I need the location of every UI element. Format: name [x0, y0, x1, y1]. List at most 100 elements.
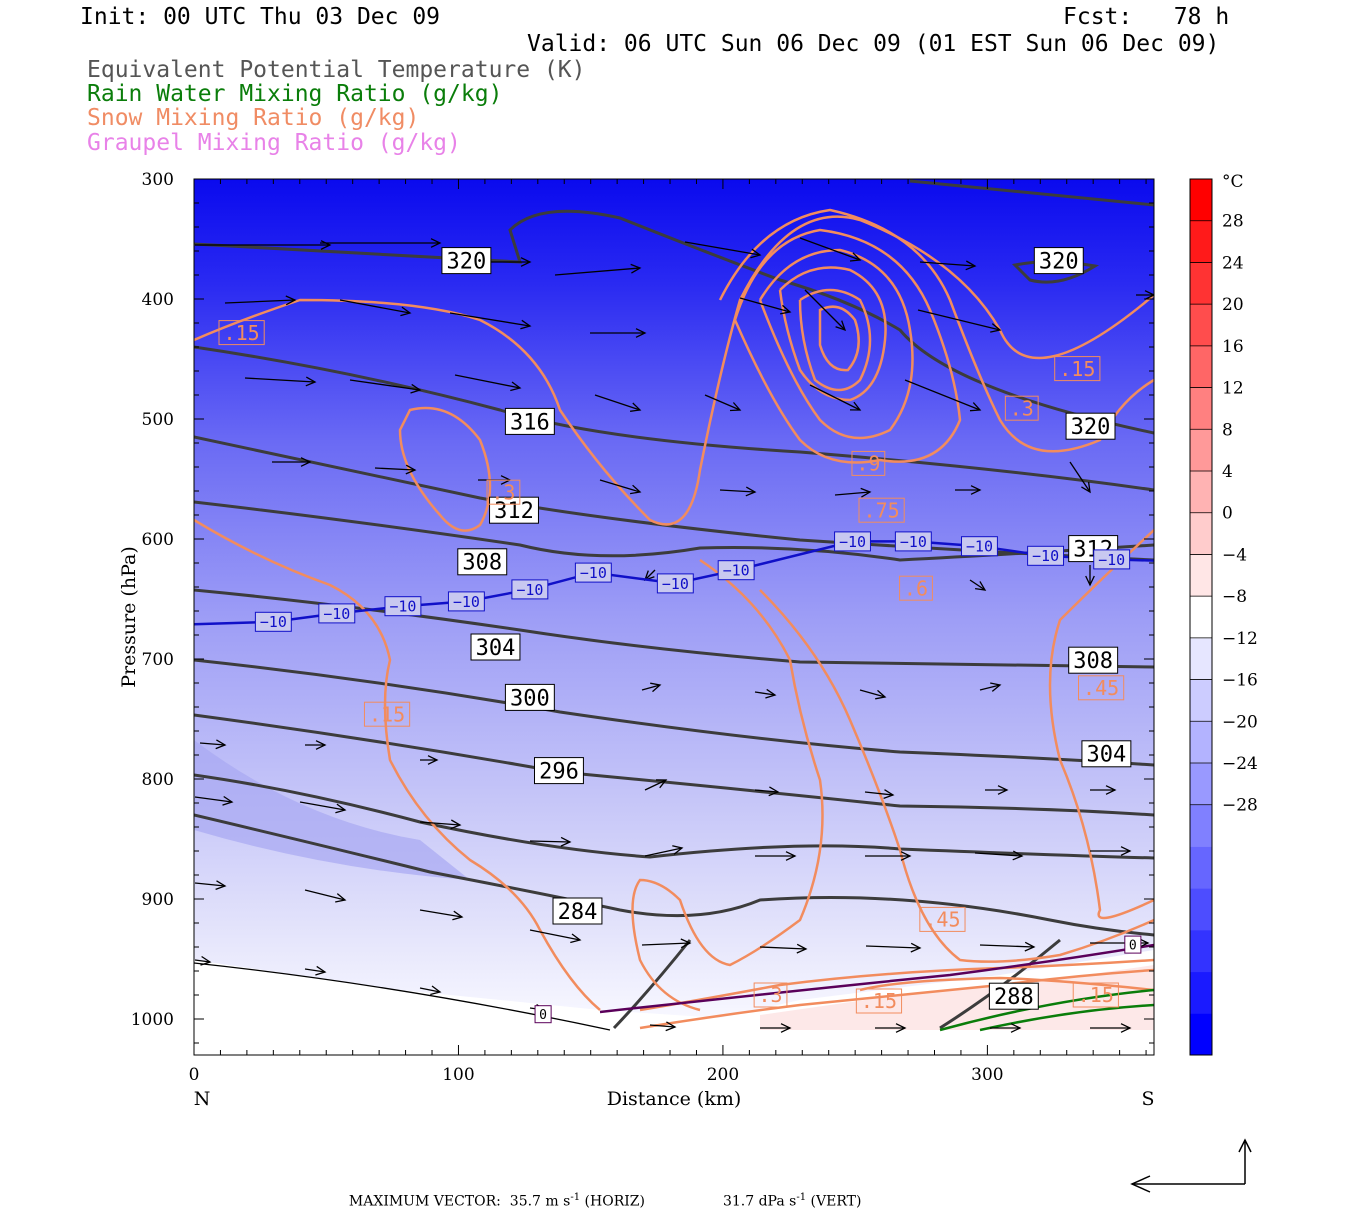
isotherm-label-box [1027, 545, 1065, 566]
snow-label: .15 [369, 702, 405, 726]
theta-e-label-box [1033, 247, 1084, 275]
colorbar-swatch [1190, 220, 1212, 263]
colorbar-swatch [1190, 387, 1212, 430]
x-tick-label: 0 [189, 1065, 200, 1085]
x-tick-label: 300 [971, 1065, 1003, 1085]
legend-graupel: Graupel Mixing Ratio (g/kg) [87, 130, 461, 156]
wind-vector [809, 384, 861, 411]
colorbar-label: −28 [1222, 796, 1258, 816]
wind-vector [739, 297, 791, 313]
colorbar-label: −16 [1222, 671, 1258, 691]
theta-e-label: 284 [558, 900, 598, 925]
wind-vector-head [400, 306, 412, 317]
wind-vector [641, 942, 691, 946]
colorbar-label: −4 [1222, 545, 1247, 565]
wind-vector [599, 479, 641, 493]
snow-label-box [899, 575, 933, 601]
snow-contour [1048, 529, 1154, 920]
isotherm-label-box [656, 573, 694, 594]
snow-label: .3 [758, 983, 782, 1007]
horiz-label: (HORIZ) [584, 1193, 645, 1210]
wind-vector [199, 742, 226, 746]
wind-vector [194, 882, 226, 887]
colorbar-swatch [1190, 804, 1212, 847]
theta-e-line [194, 345, 1154, 492]
colorbar-label: −20 [1222, 712, 1258, 732]
isotherm-label-box [1093, 549, 1131, 570]
snow-label-box [753, 982, 788, 1008]
wind-vector [974, 852, 1023, 857]
wind-vector-head [1024, 941, 1036, 952]
wind-vector-head [320, 240, 332, 250]
wind-vector [339, 299, 411, 314]
wind-vector [979, 684, 1001, 691]
wind-vector-head [680, 938, 692, 949]
wind-vector [529, 929, 581, 941]
wind-vector-head [780, 1023, 792, 1033]
wind-vector [349, 379, 421, 391]
wind-vector [904, 379, 981, 411]
horiz-max-value: 35.7 m s [509, 1193, 571, 1210]
theta-e-line [612, 939, 692, 1030]
colorbar-swatch [1190, 637, 1212, 681]
wind-vector-head [975, 581, 987, 591]
snow-label: .15 [1078, 983, 1114, 1007]
theta-e-label: 308 [462, 551, 502, 576]
wind-vector [649, 1024, 676, 1028]
colorbar-label: 12 [1222, 379, 1244, 399]
snow-label-box [851, 450, 886, 476]
y-tick-label: 900 [142, 890, 174, 910]
wind-vector-head [1144, 290, 1154, 300]
wind-vector [529, 840, 571, 843]
theta-e-label-box [457, 548, 508, 576]
isotherm-label-box [834, 531, 871, 552]
wind-vector-head [849, 401, 862, 411]
wind-vector-head [450, 819, 462, 830]
wind-vector-head [835, 320, 847, 332]
isotherm-label: −10 [900, 533, 927, 551]
colorbar-label: −24 [1222, 754, 1258, 774]
isotherm-label: −10 [839, 533, 866, 551]
theta-e-label: 300 [510, 686, 550, 711]
wind-vector-head [315, 740, 327, 750]
snow-contour [718, 208, 1154, 453]
wind-vector [834, 491, 871, 496]
axes: 300 400 500 600 700 800 900 1000 0 100 200 300 Dista… [118, 170, 1155, 1110]
snow-label-box [486, 479, 521, 505]
graupel-label: 0 [539, 1008, 547, 1023]
wind-vector-head [860, 487, 872, 498]
theta-e-label-box [504, 407, 555, 435]
theta-e-line [194, 658, 1154, 767]
wind-vector-head [315, 965, 327, 976]
wind-vector-head [780, 304, 792, 315]
theta-e-label: 308 [1073, 649, 1113, 674]
wind-vector-head [630, 263, 642, 274]
rain-contour [939, 988, 1154, 1032]
snow-label-box [1078, 675, 1125, 701]
rain-contour [979, 1003, 1154, 1032]
wind-vector [419, 987, 441, 993]
wind-vector-head [849, 252, 862, 262]
snow-label: .9 [856, 452, 880, 476]
y-tick-label: 400 [142, 290, 174, 310]
wind-vector [859, 689, 886, 698]
snow-label: .6 [904, 576, 928, 600]
wind-vector [419, 821, 461, 826]
snow-label: .15 [224, 321, 260, 345]
snow-label: .15 [1059, 357, 1095, 381]
y-tick-label: 1000 [131, 1010, 174, 1030]
isotherm-label-box [961, 536, 998, 557]
wind-vector-head [430, 985, 442, 996]
colorbar-swatch [1190, 179, 1212, 222]
wind-vector-head [997, 785, 1009, 795]
wind-vector [719, 489, 756, 493]
wind-vector [979, 944, 1035, 948]
wind-vector [799, 237, 861, 261]
wind-vector-head [665, 1021, 677, 1032]
wind-vector-head [900, 851, 912, 861]
snow-contour [758, 248, 914, 440]
colorbar-label: −8 [1222, 587, 1247, 607]
wind-vector-head [1085, 575, 1095, 587]
isotherm-label: −10 [389, 598, 416, 616]
